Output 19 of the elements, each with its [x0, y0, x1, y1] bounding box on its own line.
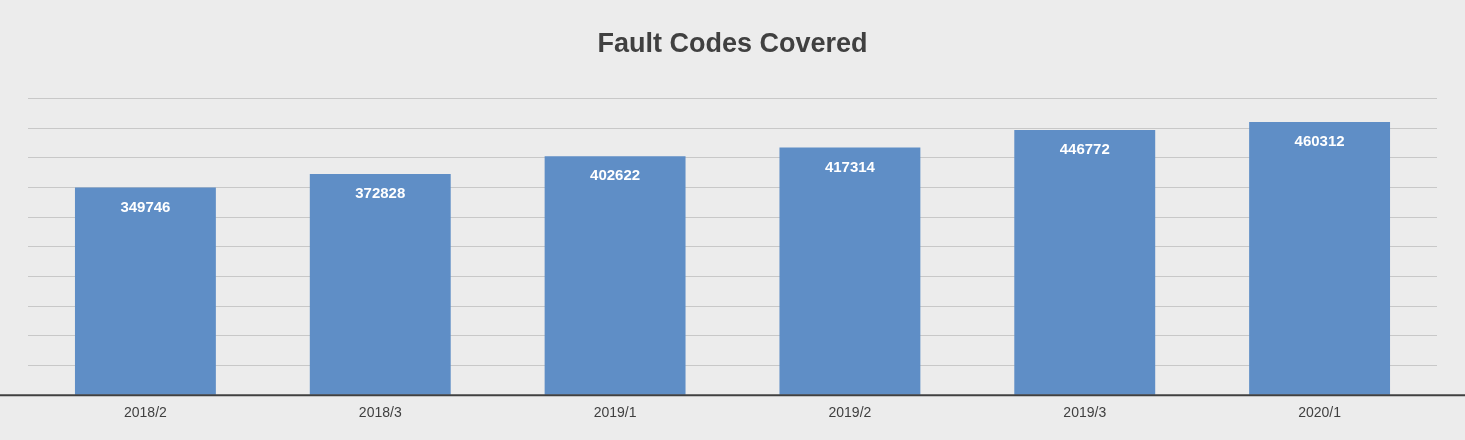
- bar: [1249, 121, 1391, 395]
- x-tick-label: 2018/2: [124, 404, 168, 421]
- data-label: 460312: [1294, 132, 1345, 150]
- x-tick-label: 2019/1: [593, 404, 637, 421]
- chart-title: Fault Codes Covered: [597, 27, 868, 58]
- data-label: 372828: [355, 184, 406, 202]
- data-label: 349746: [120, 197, 171, 215]
- bar: [74, 187, 216, 395]
- bar: [779, 147, 921, 395]
- bar: [1014, 130, 1156, 395]
- bar: [309, 173, 451, 395]
- data-label: 446772: [1059, 140, 1110, 158]
- data-label: 417314: [824, 157, 876, 175]
- x-tick-label: 2018/3: [358, 404, 402, 421]
- data-label: 402622: [590, 166, 641, 184]
- bar: [544, 156, 686, 395]
- x-tick-label: 2019/2: [828, 404, 872, 421]
- x-tick-label: 2019/3: [1063, 404, 1107, 421]
- x-tick-label: 2020/1: [1298, 404, 1342, 421]
